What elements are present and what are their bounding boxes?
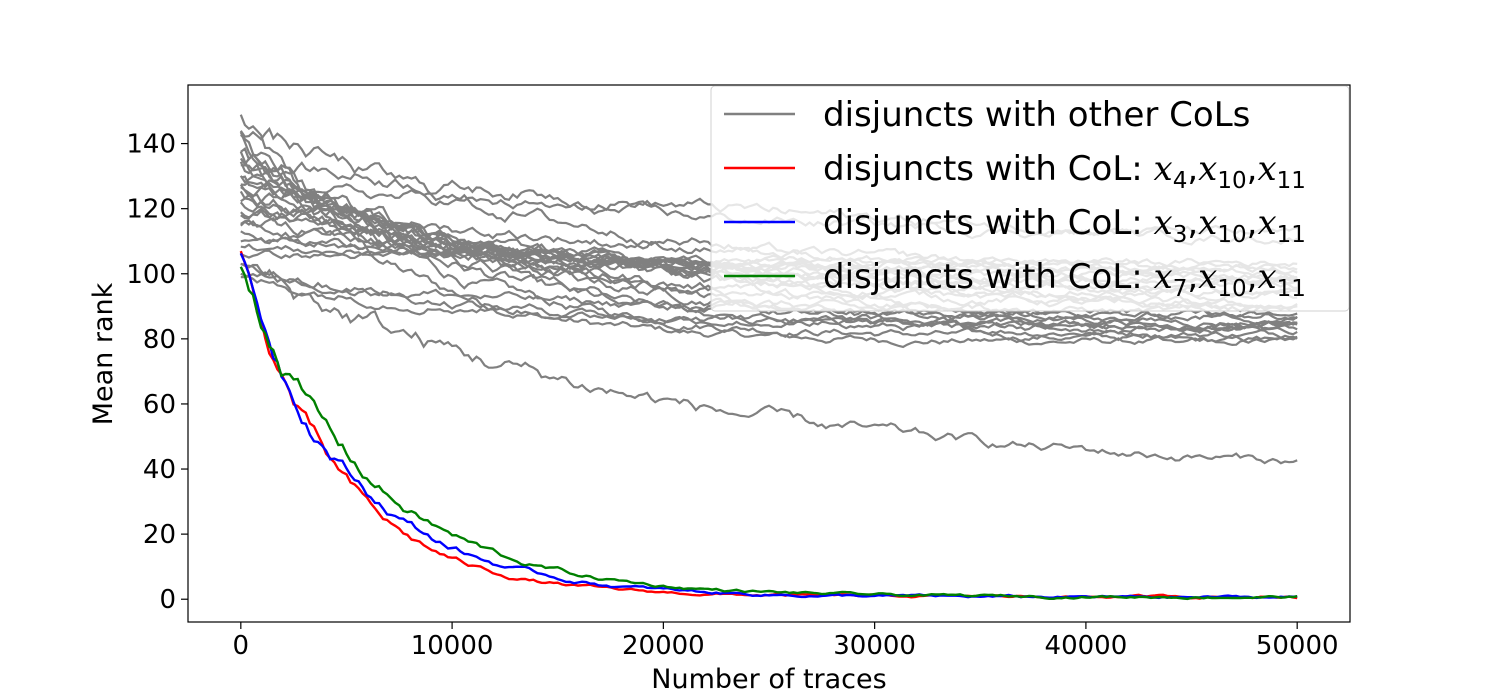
legend-math-var: x [1198, 257, 1217, 297]
legend-math-separator: , [1247, 149, 1258, 189]
legend-math-subscript: 10 [1217, 168, 1246, 194]
legend-entry-label: disjuncts with CoL: x7,x10,x11 [823, 257, 1306, 302]
y-tick-label: 140 [126, 130, 176, 160]
series-line-29 [240, 263, 1298, 465]
y-tick-label: 40 [143, 455, 176, 485]
x-tick-label: 10000 [411, 631, 494, 661]
series-line-27 [240, 262, 1298, 335]
legend-entry-label: disjuncts with CoL: x3,x10,x11 [823, 203, 1306, 248]
legend-math-subscript: 11 [1277, 168, 1306, 194]
y-tick-label: 60 [143, 390, 176, 420]
legend-box [710, 85, 1350, 312]
x-tick-label: 0 [233, 631, 250, 661]
legend-math-var: x [1154, 257, 1173, 297]
legend-math-var: x [1198, 203, 1217, 243]
legend-entry-label: disjuncts with CoL: x4,x10,x11 [823, 149, 1306, 194]
x-tick-label: 30000 [833, 631, 916, 661]
y-tick-label: 120 [126, 195, 176, 225]
y-axis-label: Mean rank [88, 282, 119, 425]
series-line-32 [239, 266, 1298, 601]
legend-math-subscript: 10 [1217, 276, 1246, 302]
y-tick-label: 0 [159, 585, 176, 615]
legend-math-subscript: 11 [1277, 276, 1306, 302]
legend-text: disjuncts with CoL: [823, 203, 1154, 243]
legend-text: disjuncts with CoL: [823, 149, 1154, 189]
plot-frame [187, 84, 1351, 623]
series-line-26 [240, 275, 1298, 333]
legend-math-var: x [1257, 203, 1276, 243]
legend-math-separator: , [1187, 203, 1198, 243]
axis-ticks: 0 10000 20000 30000 40000 50000 0 20 40 60 80 100 12… [126, 130, 1338, 661]
legend-math-var: x [1257, 257, 1276, 297]
x-axis-label: Number of traces [651, 664, 886, 695]
legend: disjuncts with other CoLs disjuncts with … [710, 85, 1350, 312]
y-tick-label: 80 [143, 325, 176, 355]
legend-math-separator: , [1247, 257, 1258, 297]
legend-math-separator: , [1247, 203, 1258, 243]
legend-math-var: x [1154, 149, 1173, 189]
y-tick-label: 20 [143, 520, 176, 550]
x-tick-label: 20000 [622, 631, 705, 661]
legend-math-subscript: 4 [1173, 168, 1188, 194]
y-tick-label: 100 [126, 260, 176, 290]
legend-math-subscript: 7 [1173, 276, 1188, 302]
legend-math-separator: , [1187, 149, 1198, 189]
legend-math-var: x [1154, 203, 1173, 243]
x-tick-label: 50000 [1256, 631, 1339, 661]
legend-math-subscript: 11 [1277, 222, 1306, 248]
legend-math-var: x [1257, 149, 1276, 189]
series-line-1 [239, 114, 1298, 349]
legend-text: disjuncts with CoL: [823, 257, 1154, 297]
legend-math-separator: , [1187, 257, 1198, 297]
x-tick-label: 40000 [1045, 631, 1128, 661]
legend-math-subscript: 10 [1217, 222, 1246, 248]
legend-math-var: x [1198, 149, 1217, 189]
legend-entry-label: disjuncts with other CoLs [823, 95, 1250, 135]
legend-text: disjuncts with other CoLs [823, 95, 1250, 135]
legend-math-subscript: 3 [1173, 222, 1188, 248]
